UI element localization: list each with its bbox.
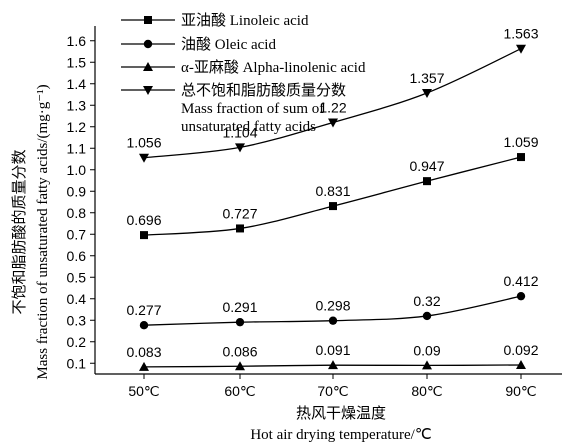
x-tick-label: 90℃ <box>505 383 536 399</box>
data-point-circle <box>422 311 432 321</box>
x-tick-label: 60℃ <box>224 383 255 399</box>
data-label: 0.298 <box>315 298 350 314</box>
legend: 亚油酸 Linoleic acid 油酸 Oleic acid α-亚麻酸 Alph… <box>121 12 366 135</box>
data-label: 1.357 <box>409 70 444 86</box>
legend-label: 总不饱和脂肪酸质量分数 <box>181 82 346 99</box>
data-label: 0.412 <box>503 273 538 289</box>
data-point-circle <box>235 317 245 327</box>
legend-label-line: unsaturated fatty acids <box>181 119 316 135</box>
x-axis-label-cn: 热风干燥温度 <box>296 405 386 422</box>
data-label: 0.091 <box>315 342 350 358</box>
y-ticks: 0.1 0.2 0.3 0.4 0.5 0.6 0.7 0.8 0.9 1.0 1.1 1.2 1.3 1… <box>67 33 95 371</box>
data-point-square <box>144 16 152 24</box>
data-label: 0.831 <box>315 183 350 199</box>
data-point-triangle-down <box>235 143 245 153</box>
legend-label-line: Mass fraction of sum of <box>181 101 324 117</box>
y-tick-label: 0.9 <box>67 183 87 199</box>
y-tick-label: 1.0 <box>67 162 87 178</box>
data-label: 1.104 <box>222 124 257 140</box>
y-tick-label: 0.4 <box>67 291 87 307</box>
x-tick-label: 50℃ <box>128 383 159 399</box>
data-label: 0.083 <box>126 344 161 360</box>
y-tick-label: 0.5 <box>67 269 87 285</box>
y-axis-label-cn: 不饱和脂肪酸的质量分数 <box>11 149 28 314</box>
data-label: 1.22 <box>319 99 346 115</box>
data-point-square <box>140 231 148 240</box>
data-label: 1.059 <box>503 134 538 150</box>
data-label: 0.947 <box>409 158 444 174</box>
data-labels: 0.696 0.727 0.831 0.947 1.059 0.277 0.291 0.298… <box>126 26 538 360</box>
y-tick-label: 0.7 <box>67 226 87 242</box>
data-label: 0.092 <box>503 342 538 358</box>
y-tick-label: 1.2 <box>67 119 87 135</box>
y-tick-label: 1.4 <box>67 76 87 92</box>
data-point-triangle-up <box>422 360 432 370</box>
y-tick-label: 1.3 <box>67 97 87 113</box>
x-tick-label: 70℃ <box>317 383 348 399</box>
data-label: 0.696 <box>126 212 161 228</box>
data-point-circle <box>139 320 149 330</box>
data-point-square <box>329 202 337 211</box>
data-label: 0.727 <box>222 205 257 221</box>
data-point-square <box>517 153 525 162</box>
axes <box>94 26 562 375</box>
data-point-square <box>423 177 431 186</box>
data-point-triangle-up <box>328 360 338 370</box>
data-point-triangle-down <box>139 153 149 163</box>
data-label: 0.09 <box>413 342 440 358</box>
data-point-triangle-up <box>143 62 153 71</box>
data-label: 1.563 <box>503 26 538 42</box>
y-tick-label: 0.1 <box>67 355 87 371</box>
data-point-triangle-down <box>143 86 153 95</box>
data-point-triangle-down <box>422 88 432 98</box>
legend-label: α-亚麻酸 Alpha-linolenic acid <box>181 59 366 76</box>
data-point-square <box>236 224 244 233</box>
data-label: 0.086 <box>222 343 257 359</box>
data-point-circle <box>516 291 526 301</box>
y-tick-label: 1.5 <box>67 54 87 70</box>
y-tick-label: 0.2 <box>67 334 87 350</box>
data-point-triangle-down <box>516 44 526 54</box>
y-tick-label: 0.8 <box>67 205 87 221</box>
y-axis-label-en: Mass fraction of unsaturated fatty acids… <box>35 84 51 379</box>
series-group <box>139 44 526 371</box>
data-point-circle <box>143 39 153 49</box>
data-point-circle <box>328 316 338 325</box>
x-ticks: 50℃ 60℃ 70℃ 80℃ 90℃ <box>128 374 537 399</box>
data-label: 0.291 <box>222 299 257 315</box>
data-point-triangle-up <box>516 359 526 369</box>
data-label: 0.32 <box>413 293 440 309</box>
legend-label: 亚油酸 Linoleic acid <box>181 12 309 29</box>
y-tick-label: 0.3 <box>67 312 87 328</box>
legend-label: 油酸 Oleic acid <box>181 36 276 53</box>
y-tick-label: 1.1 <box>67 140 87 156</box>
data-point-triangle-up <box>235 361 245 371</box>
y-tick-label: 0.6 <box>67 248 87 264</box>
data-point-triangle-down <box>328 118 338 128</box>
data-label: 0.277 <box>126 302 161 318</box>
data-point-triangle-up <box>139 361 149 371</box>
x-tick-label: 80℃ <box>411 383 442 399</box>
data-label: 1.056 <box>126 135 161 151</box>
y-tick-label: 1.6 <box>67 33 87 49</box>
x-axis-label-en: Hot air drying temperature/℃ <box>250 427 431 443</box>
